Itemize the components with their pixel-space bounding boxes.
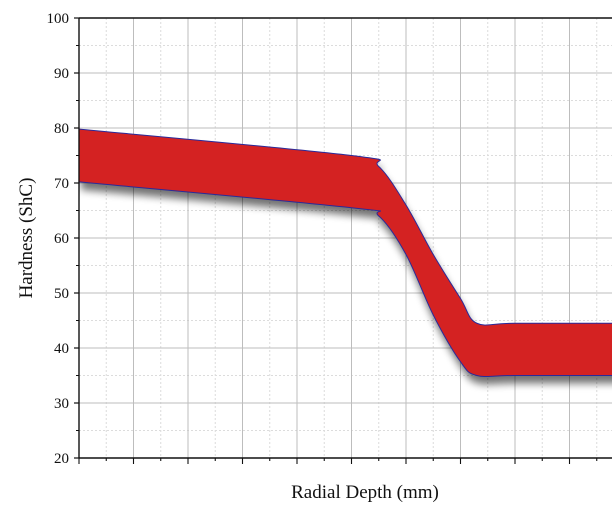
hardness-band-layer [79, 128, 612, 378]
y-tick-label: 50 [54, 286, 69, 302]
y-tick-label: 60 [54, 231, 69, 247]
x-axis-ticks [78, 458, 598, 464]
y-tick-label: 70 [54, 176, 69, 192]
y-tick-label: 90 [54, 66, 69, 82]
y-axis-title: Hardness (ShC) [16, 178, 37, 299]
band-upper-edge [79, 128, 612, 326]
y-tick-label: 20 [54, 451, 69, 467]
hardness-band-area [79, 129, 612, 377]
y-tick-label: 100 [47, 11, 70, 27]
major-grid [79, 18, 612, 458]
y-tick-label: 30 [54, 396, 69, 412]
x-axis-title: Radial Depth (mm) [291, 482, 439, 503]
y-tick-label: 80 [54, 121, 69, 137]
y-tick-label: 40 [54, 341, 69, 357]
band-lower-edge [79, 181, 612, 378]
y-axis-ticks: 20 30 40 50 60 70 80 90 100 [47, 11, 79, 467]
